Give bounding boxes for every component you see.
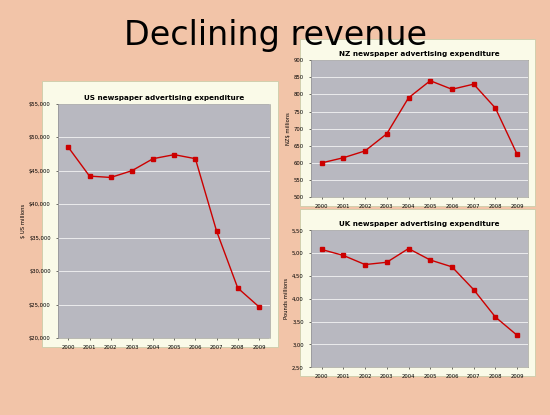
Title: UK newspaper advertising expenditure: UK newspaper advertising expenditure <box>339 221 499 227</box>
Title: US newspaper advertising expenditure: US newspaper advertising expenditure <box>84 95 244 100</box>
Y-axis label: $ US millions: $ US millions <box>21 204 26 238</box>
Title: NZ newspaper advertising expenditure: NZ newspaper advertising expenditure <box>339 51 500 57</box>
Text: Declining revenue: Declining revenue <box>124 19 426 52</box>
Y-axis label: Pounds millions: Pounds millions <box>284 278 289 320</box>
Y-axis label: NZ$ millions: NZ$ millions <box>286 112 291 145</box>
